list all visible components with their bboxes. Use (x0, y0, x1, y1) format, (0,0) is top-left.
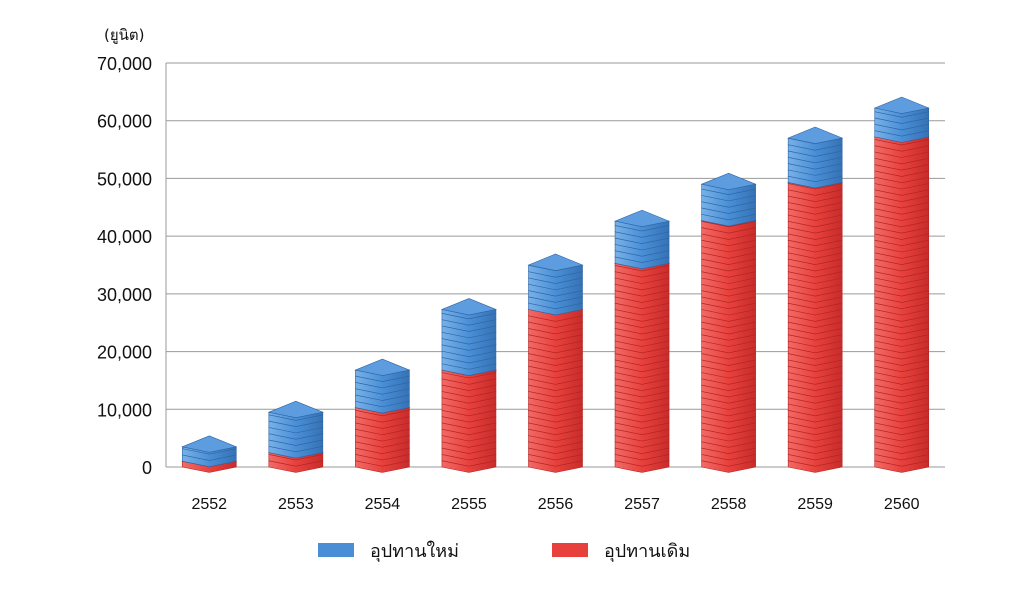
bar-segment (267, 400, 324, 459)
y-tick-label: 20,000 (97, 343, 152, 363)
bar-segment (354, 358, 411, 414)
bar-cap (700, 172, 757, 191)
bar-segment (787, 126, 844, 189)
bar-2552 (181, 435, 238, 473)
x-axis-ticks: 2552 2553 2554 2555 2556 2557 2558 2559 2560 (191, 496, 919, 513)
bar-segment (181, 435, 238, 468)
bar-segment (527, 253, 584, 316)
bar-segment (700, 209, 757, 473)
y-tick-label: 60,000 (97, 112, 152, 132)
bar-cap (527, 253, 584, 271)
legend-label: อุปทานเดิม (604, 541, 690, 562)
legend-label: อุปทานใหม่ (370, 540, 459, 562)
legend: อุปทานใหม่ อุปทานเดิม (318, 540, 690, 562)
y-tick-label: 0 (142, 458, 152, 478)
bar-2559 (787, 126, 844, 473)
legend-swatch (552, 543, 588, 557)
bar-segment (614, 251, 671, 473)
bar-segment (614, 209, 671, 270)
y-tick-label: 10,000 (97, 400, 152, 420)
y-axis-unit-label: (ยูนิต) (104, 26, 145, 44)
bar-slab (787, 138, 843, 151)
legend-swatch (318, 543, 354, 557)
x-tick-label: 2553 (278, 496, 314, 513)
bar-segment (527, 298, 584, 473)
y-tick-label: 30,000 (97, 285, 152, 305)
x-tick-label: 2557 (624, 496, 660, 513)
bar-2558 (700, 172, 757, 473)
y-axis-ticks: 0 10,000 20,000 30,000 40,000 50,000 60,000 70,… (97, 54, 152, 478)
bar-2557 (614, 209, 671, 473)
bar-cap (354, 358, 411, 376)
bar-cap (873, 96, 930, 114)
bar-cap (614, 209, 671, 227)
y-tick-label: 40,000 (97, 227, 152, 247)
bar-segment (700, 172, 757, 227)
bars (181, 96, 930, 473)
bar-2560 (873, 96, 930, 473)
bar-2556 (527, 253, 584, 473)
bar-segment (440, 358, 497, 473)
legend-item: อุปทานใหม่ (318, 540, 459, 562)
bar-cap (787, 126, 844, 144)
x-tick-label: 2558 (711, 496, 747, 513)
y-tick-label: 70,000 (97, 54, 152, 74)
x-tick-label: 2552 (191, 496, 227, 513)
x-tick-label: 2555 (451, 496, 487, 513)
legend-item: อุปทานเดิม (552, 541, 690, 562)
bar-2553 (267, 400, 324, 473)
x-tick-label: 2559 (797, 496, 833, 513)
bar-cap (440, 298, 497, 316)
bar-segment (873, 96, 930, 143)
bar-2554 (354, 358, 411, 473)
bar-segment (787, 171, 844, 473)
bar-2555 (440, 298, 497, 473)
bar-slab (528, 264, 583, 278)
x-tick-label: 2554 (365, 496, 401, 513)
bar-cap (267, 400, 324, 418)
bar-segment (873, 125, 930, 473)
y-tick-label: 50,000 (97, 169, 152, 189)
x-tick-label: 2556 (538, 496, 574, 513)
bar-cap (181, 435, 238, 453)
bar-segment (440, 298, 497, 376)
x-tick-label: 2560 (884, 496, 920, 513)
